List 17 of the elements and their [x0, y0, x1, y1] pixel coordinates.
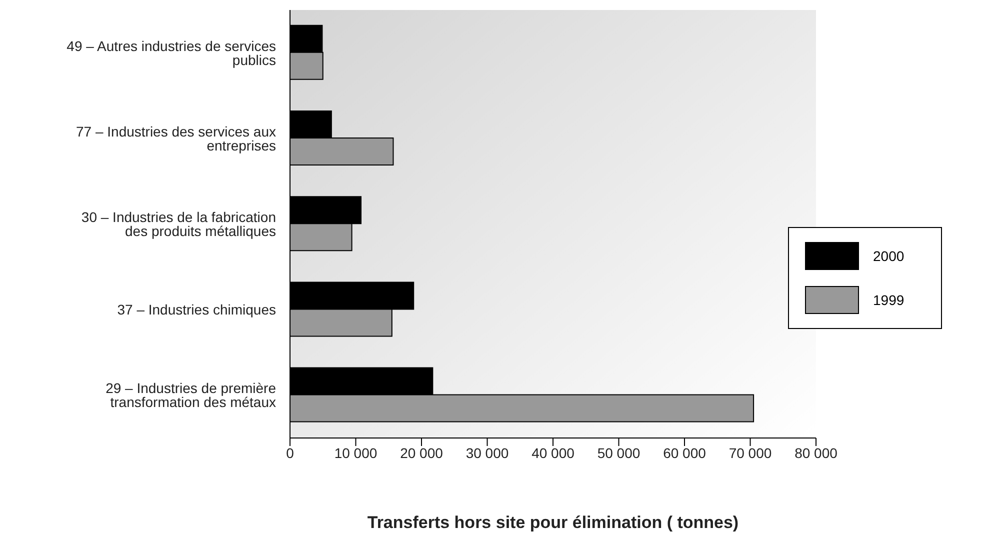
x-tick-label: 0 [286, 444, 294, 461]
legend-label: 2000 [873, 248, 904, 264]
x-tick-label: 30 000 [466, 444, 509, 461]
y-tick-label: 37 – Industries chimiques [117, 302, 276, 318]
x-tick-label: 40 000 [532, 444, 575, 461]
y-tick-label: 30 – Industries de la fabrication des produits métalliques [81, 208, 276, 239]
x-tick-label: 10 000 [334, 444, 378, 461]
x-tick-label: 50 000 [597, 444, 640, 461]
x-tick-label: 60 000 [663, 444, 706, 461]
x-tick-label: 70 000 [728, 444, 772, 461]
y-tick-label: 49 – Autres industries de services publics [66, 38, 276, 68]
x-tick-label: 80 000 [794, 444, 838, 461]
y-tick-label: 29 – Industries de première transformation des métaux [106, 380, 276, 410]
x-axis-title: Transferts hors site pour élimination ( tonnes) [367, 513, 739, 532]
x-tick-label: 20 000 [400, 444, 444, 461]
legend-label: 1999 [873, 292, 904, 308]
y-tick-label: 77 – Industries des services aux entreprises [76, 123, 276, 154]
